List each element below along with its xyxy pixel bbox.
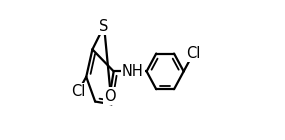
Text: Cl: Cl [186,46,200,61]
Text: S: S [99,19,109,34]
Text: O: O [104,89,115,104]
Text: NH: NH [122,64,144,79]
Text: Cl: Cl [71,84,85,99]
